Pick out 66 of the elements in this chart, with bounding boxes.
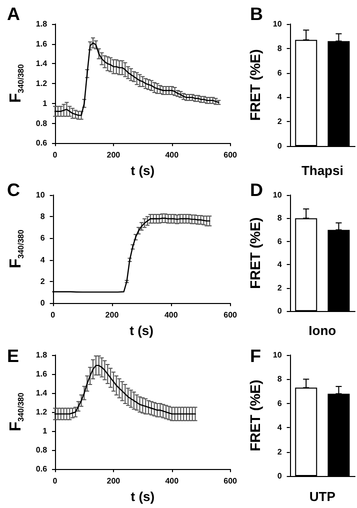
chart-title: F xyxy=(250,346,261,366)
chart-title: E xyxy=(7,346,20,366)
y-tick-label: 10 xyxy=(272,350,282,360)
y-tick-label: 10 xyxy=(272,20,282,28)
y-tick-label: 0 xyxy=(277,142,282,150)
x-tick-label: 600 xyxy=(224,150,238,160)
y-tick-label: 2 xyxy=(40,276,46,286)
y-tick-label: 4 xyxy=(277,423,282,432)
y-tick-label: 8 xyxy=(40,212,46,222)
y-tick-label: 6 xyxy=(40,234,46,243)
x-axis-title: t (s) xyxy=(130,489,155,504)
x-tick-label: 0 xyxy=(52,150,58,160)
y-tick-label: 8 xyxy=(277,44,282,53)
x-axis-title: Thapsi xyxy=(301,163,344,178)
y-tick-label: 2 xyxy=(277,117,282,126)
x-tick-label: 400 xyxy=(165,150,180,160)
y-tick-label: 1.4 xyxy=(36,388,48,398)
y-tick-label: 8 xyxy=(277,374,282,384)
x-tick-label: 400 xyxy=(165,476,180,486)
y-tick-label: 1.6 xyxy=(36,39,48,48)
x-tick-label: 200 xyxy=(106,476,121,486)
x-tick-label: 200 xyxy=(105,310,120,320)
y-tick-label: 8 xyxy=(277,214,282,223)
y-tick-label: 0 xyxy=(40,298,46,308)
y-axis-title: FRET (%E) xyxy=(247,217,263,289)
y-axis-title: F340/380 xyxy=(8,64,26,103)
y-tick-label: 10 xyxy=(36,190,46,200)
y-tick-label: 6 xyxy=(277,68,282,78)
x-axis-title: Iono xyxy=(308,323,336,338)
x-axis-title: t (s) xyxy=(130,163,155,178)
y-tick-label: 10 xyxy=(272,190,282,200)
y-tick-label: 1.2 xyxy=(36,79,48,88)
x-tick-label: 400 xyxy=(164,310,178,320)
y-tick-label: 1.2 xyxy=(36,408,48,417)
y-tick-label: 1 xyxy=(42,426,48,436)
x-axis-title: UTP xyxy=(309,489,336,504)
y-tick-label: 0.8 xyxy=(36,118,48,128)
y-tick-label: 0.6 xyxy=(36,138,48,148)
chart-title: D xyxy=(250,180,263,200)
x-tick-label: 0 xyxy=(52,476,58,486)
x-axis-title: t (s) xyxy=(130,323,154,338)
y-tick-label: 4 xyxy=(277,260,282,270)
y-tick-label: 4 xyxy=(40,255,46,264)
chart-title: C xyxy=(7,180,20,200)
chart-title: A xyxy=(7,4,20,24)
y-tick-label: 1.4 xyxy=(36,59,48,68)
x-tick-label: 600 xyxy=(224,310,238,320)
chart-title: B xyxy=(250,4,263,24)
y-tick-label: 6 xyxy=(277,236,282,246)
y-tick-label: 1.8 xyxy=(36,20,48,28)
x-tick-label: 0 xyxy=(50,310,56,320)
x-tick-label: 600 xyxy=(224,476,238,486)
y-tick-label: 4 xyxy=(277,92,282,102)
y-axis-title: F340/380 xyxy=(8,229,26,268)
y-tick-label: 6 xyxy=(277,398,282,408)
y-tick-label: 1.6 xyxy=(36,370,48,379)
y-tick-label: 0.6 xyxy=(36,464,48,474)
y-tick-label: 1.8 xyxy=(36,350,48,360)
y-tick-label: 0.8 xyxy=(36,446,48,455)
y-axis-title: FRET (%E) xyxy=(247,380,263,452)
x-tick-label: 200 xyxy=(106,150,121,160)
y-tick-label: 1 xyxy=(42,98,48,108)
y-axis-title: F340/380 xyxy=(8,392,26,432)
y-tick-label: 2 xyxy=(277,447,282,456)
y-axis-title: FRET (%E) xyxy=(247,49,263,121)
y-tick-label: 2 xyxy=(277,283,282,292)
